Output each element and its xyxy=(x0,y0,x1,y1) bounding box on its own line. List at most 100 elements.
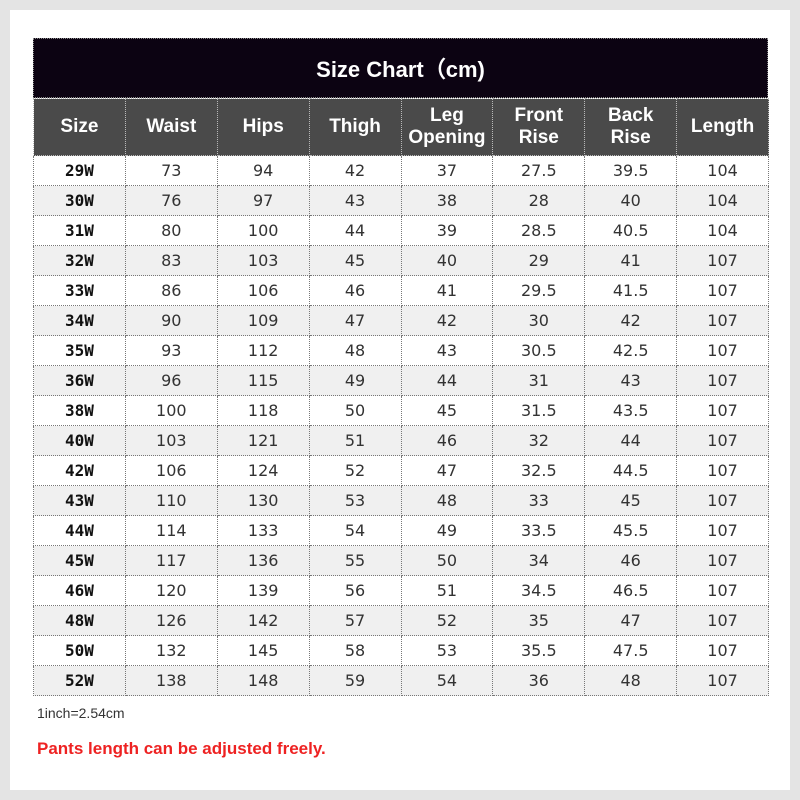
measurement-cell: 34 xyxy=(492,545,586,576)
conversion-note: 1inch=2.54cm xyxy=(37,705,125,721)
measurement-cell: 31 xyxy=(492,365,586,396)
measurement-cell: 45 xyxy=(308,245,402,276)
measurement-cell: 76 xyxy=(124,185,218,216)
length-adjust-warning: Pants length can be adjusted freely. xyxy=(37,739,326,758)
measurement-cell: 100 xyxy=(124,395,218,426)
measurement-cell: 104 xyxy=(676,215,769,246)
measurement-cell: 40.5 xyxy=(584,215,678,246)
table-row: 45W 117 136 55 50 34 46 107 xyxy=(33,545,769,576)
size-table: Size Waist Hips Thigh Leg Opening Front Rise B… xyxy=(33,98,769,696)
measurement-cell: 30 xyxy=(492,305,586,336)
measurement-cell: 107 xyxy=(676,485,769,516)
measurement-cell: 117 xyxy=(124,545,218,576)
measurement-cell: 104 xyxy=(676,155,769,186)
measurement-cell: 39 xyxy=(400,215,494,246)
table-row: 48W 126 142 57 52 35 47 107 xyxy=(33,605,769,636)
measurement-cell: 94 xyxy=(216,155,310,186)
measurement-cell: 58 xyxy=(308,635,402,666)
measurement-cell: 104 xyxy=(676,185,769,216)
column-header: Length xyxy=(676,98,769,156)
measurement-cell: 107 xyxy=(676,275,769,306)
measurement-cell: 100 xyxy=(216,215,310,246)
table-row: 29W 73 94 42 37 27.5 39.5 104 xyxy=(33,155,769,186)
measurement-cell: 148 xyxy=(216,665,310,696)
measurement-cell: 42 xyxy=(584,305,678,336)
measurement-cell: 33 xyxy=(492,485,586,516)
table-body: 29W 73 94 42 37 27.5 39.5 104 30W 76 97 43 38 28 40 104… xyxy=(33,155,769,696)
chart-title: Size Chart（cm) xyxy=(33,38,768,98)
size-cell: 34W xyxy=(33,305,126,336)
measurement-cell: 90 xyxy=(124,305,218,336)
measurement-cell: 124 xyxy=(216,455,310,486)
measurement-cell: 107 xyxy=(676,245,769,276)
column-header: Hips xyxy=(216,98,310,156)
measurement-cell: 41 xyxy=(584,245,678,276)
measurement-cell: 45.5 xyxy=(584,515,678,546)
size-cell: 40W xyxy=(33,425,126,456)
size-cell: 30W xyxy=(33,185,126,216)
size-cell: 32W xyxy=(33,245,126,276)
measurement-cell: 54 xyxy=(400,665,494,696)
measurement-cell: 107 xyxy=(676,305,769,336)
measurement-cell: 46 xyxy=(400,425,494,456)
measurement-cell: 55 xyxy=(308,545,402,576)
measurement-cell: 32.5 xyxy=(492,455,586,486)
size-cell: 46W xyxy=(33,575,126,606)
header-row: Size Waist Hips Thigh Leg Opening Front Rise B… xyxy=(33,98,769,156)
column-header: Waist xyxy=(124,98,218,156)
table-row: 46W 120 139 56 51 34.5 46.5 107 xyxy=(33,575,769,606)
column-header: Front Rise xyxy=(492,98,586,156)
measurement-cell: 57 xyxy=(308,605,402,636)
measurement-cell: 120 xyxy=(124,575,218,606)
size-cell: 42W xyxy=(33,455,126,486)
table-row: 36W 96 115 49 44 31 43 107 xyxy=(33,365,769,396)
size-cell: 44W xyxy=(33,515,126,546)
measurement-cell: 136 xyxy=(216,545,310,576)
measurement-cell: 109 xyxy=(216,305,310,336)
table-row: 34W 90 109 47 42 30 42 107 xyxy=(33,305,769,336)
size-cell: 38W xyxy=(33,395,126,426)
measurement-cell: 28.5 xyxy=(492,215,586,246)
measurement-cell: 132 xyxy=(124,635,218,666)
measurement-cell: 110 xyxy=(124,485,218,516)
measurement-cell: 35.5 xyxy=(492,635,586,666)
measurement-cell: 114 xyxy=(124,515,218,546)
column-header: Back Rise xyxy=(584,98,678,156)
measurement-cell: 107 xyxy=(676,425,769,456)
measurement-cell: 107 xyxy=(676,335,769,366)
measurement-cell: 44 xyxy=(308,215,402,246)
measurement-cell: 54 xyxy=(308,515,402,546)
measurement-cell: 48 xyxy=(584,665,678,696)
table-row: 50W 132 145 58 53 35.5 47.5 107 xyxy=(33,635,769,666)
measurement-cell: 32 xyxy=(492,425,586,456)
measurement-cell: 42.5 xyxy=(584,335,678,366)
measurement-cell: 28 xyxy=(492,185,586,216)
measurement-cell: 42 xyxy=(400,305,494,336)
measurement-cell: 52 xyxy=(308,455,402,486)
size-cell: 31W xyxy=(33,215,126,246)
measurement-cell: 138 xyxy=(124,665,218,696)
measurement-cell: 53 xyxy=(308,485,402,516)
measurement-cell: 56 xyxy=(308,575,402,606)
measurement-cell: 52 xyxy=(400,605,494,636)
table-row: 40W 103 121 51 46 32 44 107 xyxy=(33,425,769,456)
measurement-cell: 48 xyxy=(308,335,402,366)
measurement-cell: 39.5 xyxy=(584,155,678,186)
measurement-cell: 50 xyxy=(308,395,402,426)
measurement-cell: 43.5 xyxy=(584,395,678,426)
measurement-cell: 29 xyxy=(492,245,586,276)
measurement-cell: 29.5 xyxy=(492,275,586,306)
measurement-cell: 118 xyxy=(216,395,310,426)
measurement-cell: 46.5 xyxy=(584,575,678,606)
measurement-cell: 40 xyxy=(584,185,678,216)
measurement-cell: 50 xyxy=(400,545,494,576)
measurement-cell: 36 xyxy=(492,665,586,696)
measurement-cell: 37 xyxy=(400,155,494,186)
measurement-cell: 47 xyxy=(308,305,402,336)
table-row: 38W 100 118 50 45 31.5 43.5 107 xyxy=(33,395,769,426)
measurement-cell: 45 xyxy=(400,395,494,426)
measurement-cell: 96 xyxy=(124,365,218,396)
measurement-cell: 44 xyxy=(584,425,678,456)
size-cell: 45W xyxy=(33,545,126,576)
measurement-cell: 51 xyxy=(400,575,494,606)
